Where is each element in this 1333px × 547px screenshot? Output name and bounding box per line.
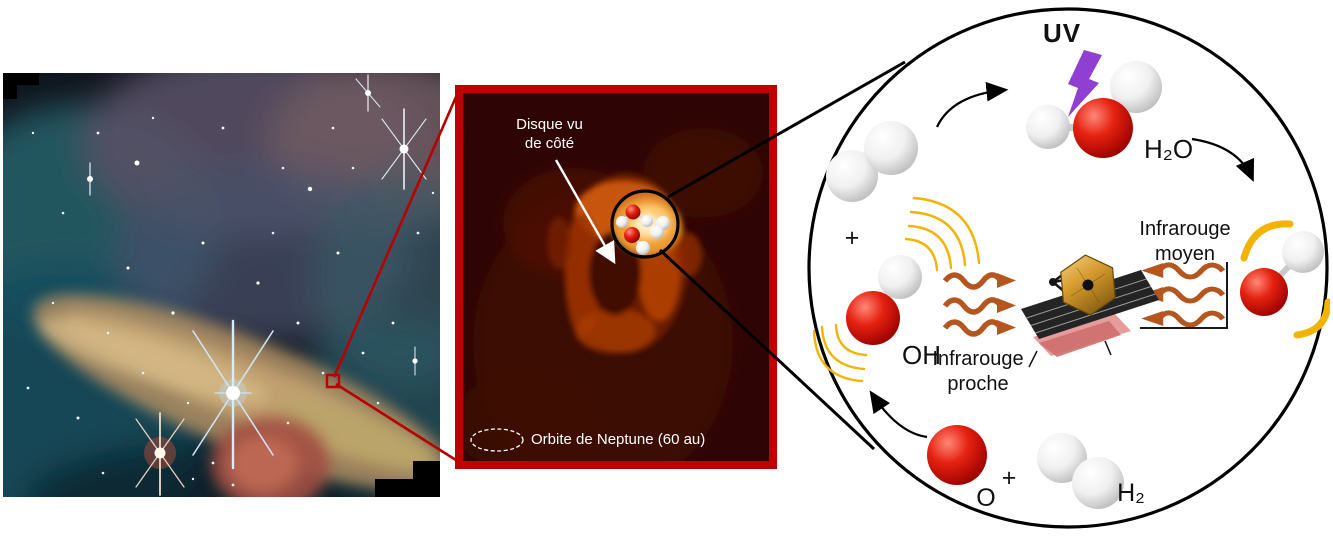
orion-nebula-image bbox=[3, 73, 440, 497]
disk-label: Disque vu de côté bbox=[487, 115, 612, 153]
near-ir-line2: proche bbox=[947, 373, 1009, 395]
near-ir-label: Infrarouge proche bbox=[918, 347, 1038, 397]
h2o-molecule bbox=[1026, 61, 1162, 158]
o-label: O bbox=[976, 484, 996, 512]
neptune-orbit-label: Orbite de Neptune (60 au) bbox=[531, 431, 706, 448]
h2-molecule-bottom bbox=[1037, 433, 1124, 509]
mid-ir-line2: moyen bbox=[1154, 243, 1216, 265]
h2o-label: H₂O bbox=[1144, 134, 1194, 164]
o-atom bbox=[927, 425, 987, 485]
near-ir-line1: Infrarouge bbox=[932, 348, 1024, 370]
plus-sign-left: + bbox=[844, 224, 860, 252]
plus-sign-bottom: + bbox=[1001, 464, 1017, 492]
oh-label: OH bbox=[902, 340, 941, 370]
mid-ir-label: Infrarouge moyen bbox=[1133, 217, 1237, 267]
neptune-orbit-ellipse bbox=[470, 428, 524, 452]
jwst-telescope-icon bbox=[1021, 254, 1159, 368]
disk-zoom-panel: Disque vu de côté Orbite de Neptune (60 … bbox=[455, 85, 777, 469]
arrow-h2-to-h2o bbox=[936, 81, 1009, 128]
disk-label-line2: de côté bbox=[524, 135, 575, 152]
arrow-h2o-to-oh bbox=[1191, 137, 1255, 183]
zoom-circle-molecules bbox=[610, 189, 680, 259]
water-cycle-diagram: UV H₂O Infrarouge moyen Infrarouge proch… bbox=[806, 6, 1330, 530]
mid-ir-bracket bbox=[1140, 262, 1228, 329]
h2-label: H₂ bbox=[1117, 479, 1145, 507]
near-ir-wave-arrows bbox=[942, 272, 1016, 337]
mid-ir-line1: Infrarouge bbox=[1139, 218, 1231, 240]
arrow-o-to-oh bbox=[869, 390, 928, 439]
uv-bolt-icon bbox=[1068, 50, 1102, 117]
oh-rotation-arrows bbox=[1240, 220, 1330, 339]
oh-molecule-right bbox=[1240, 231, 1324, 316]
disk-pointer-arrow bbox=[554, 159, 616, 265]
disk-label-line1: Disque vu bbox=[516, 116, 583, 133]
uv-label: UV bbox=[1042, 18, 1082, 48]
